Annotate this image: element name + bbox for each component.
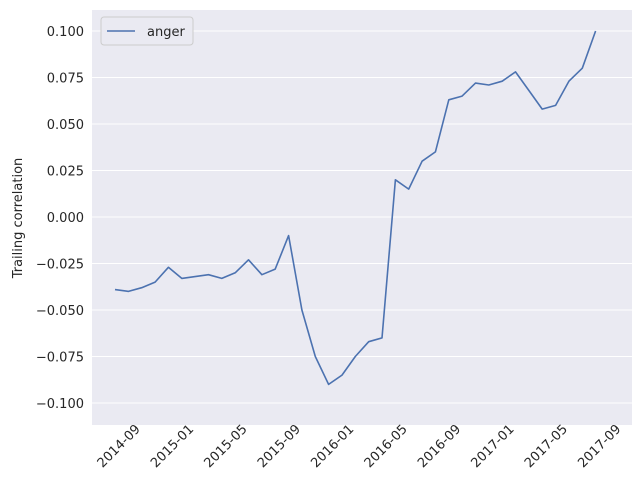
x-tick-label: 2017-09 bbox=[575, 422, 624, 471]
y-tick-label: −0.050 bbox=[36, 304, 84, 319]
x-tick-label: 2016-05 bbox=[362, 422, 411, 471]
x-tick-label: 2014-09 bbox=[95, 422, 144, 471]
y-tick-label: −0.100 bbox=[36, 397, 84, 412]
legend-label: anger bbox=[147, 25, 185, 40]
x-tick-label: 2017-05 bbox=[522, 422, 571, 471]
y-tick-label: 0.025 bbox=[47, 165, 84, 180]
y-tick-label: 0.075 bbox=[47, 72, 84, 87]
x-tick-label: 2016-01 bbox=[308, 422, 357, 471]
x-tick-label: 2015-09 bbox=[255, 422, 304, 471]
x-tick-label: 2016-09 bbox=[415, 422, 464, 471]
x-tick-label: 2015-05 bbox=[202, 422, 251, 471]
y-tick-label: −0.075 bbox=[36, 351, 84, 366]
data-line bbox=[114, 30, 597, 386]
x-tick-label: 2015-01 bbox=[148, 422, 197, 471]
x-tick-label: 2017-01 bbox=[469, 422, 518, 471]
y-tick-label: 0.100 bbox=[47, 25, 84, 40]
y-axis-label: Trailing correlation bbox=[11, 158, 26, 280]
y-tick-label: −0.025 bbox=[36, 258, 84, 273]
y-tick-label: 0.050 bbox=[47, 118, 84, 133]
y-tick-label: 0.000 bbox=[47, 211, 84, 226]
legend-box bbox=[100, 16, 194, 46]
